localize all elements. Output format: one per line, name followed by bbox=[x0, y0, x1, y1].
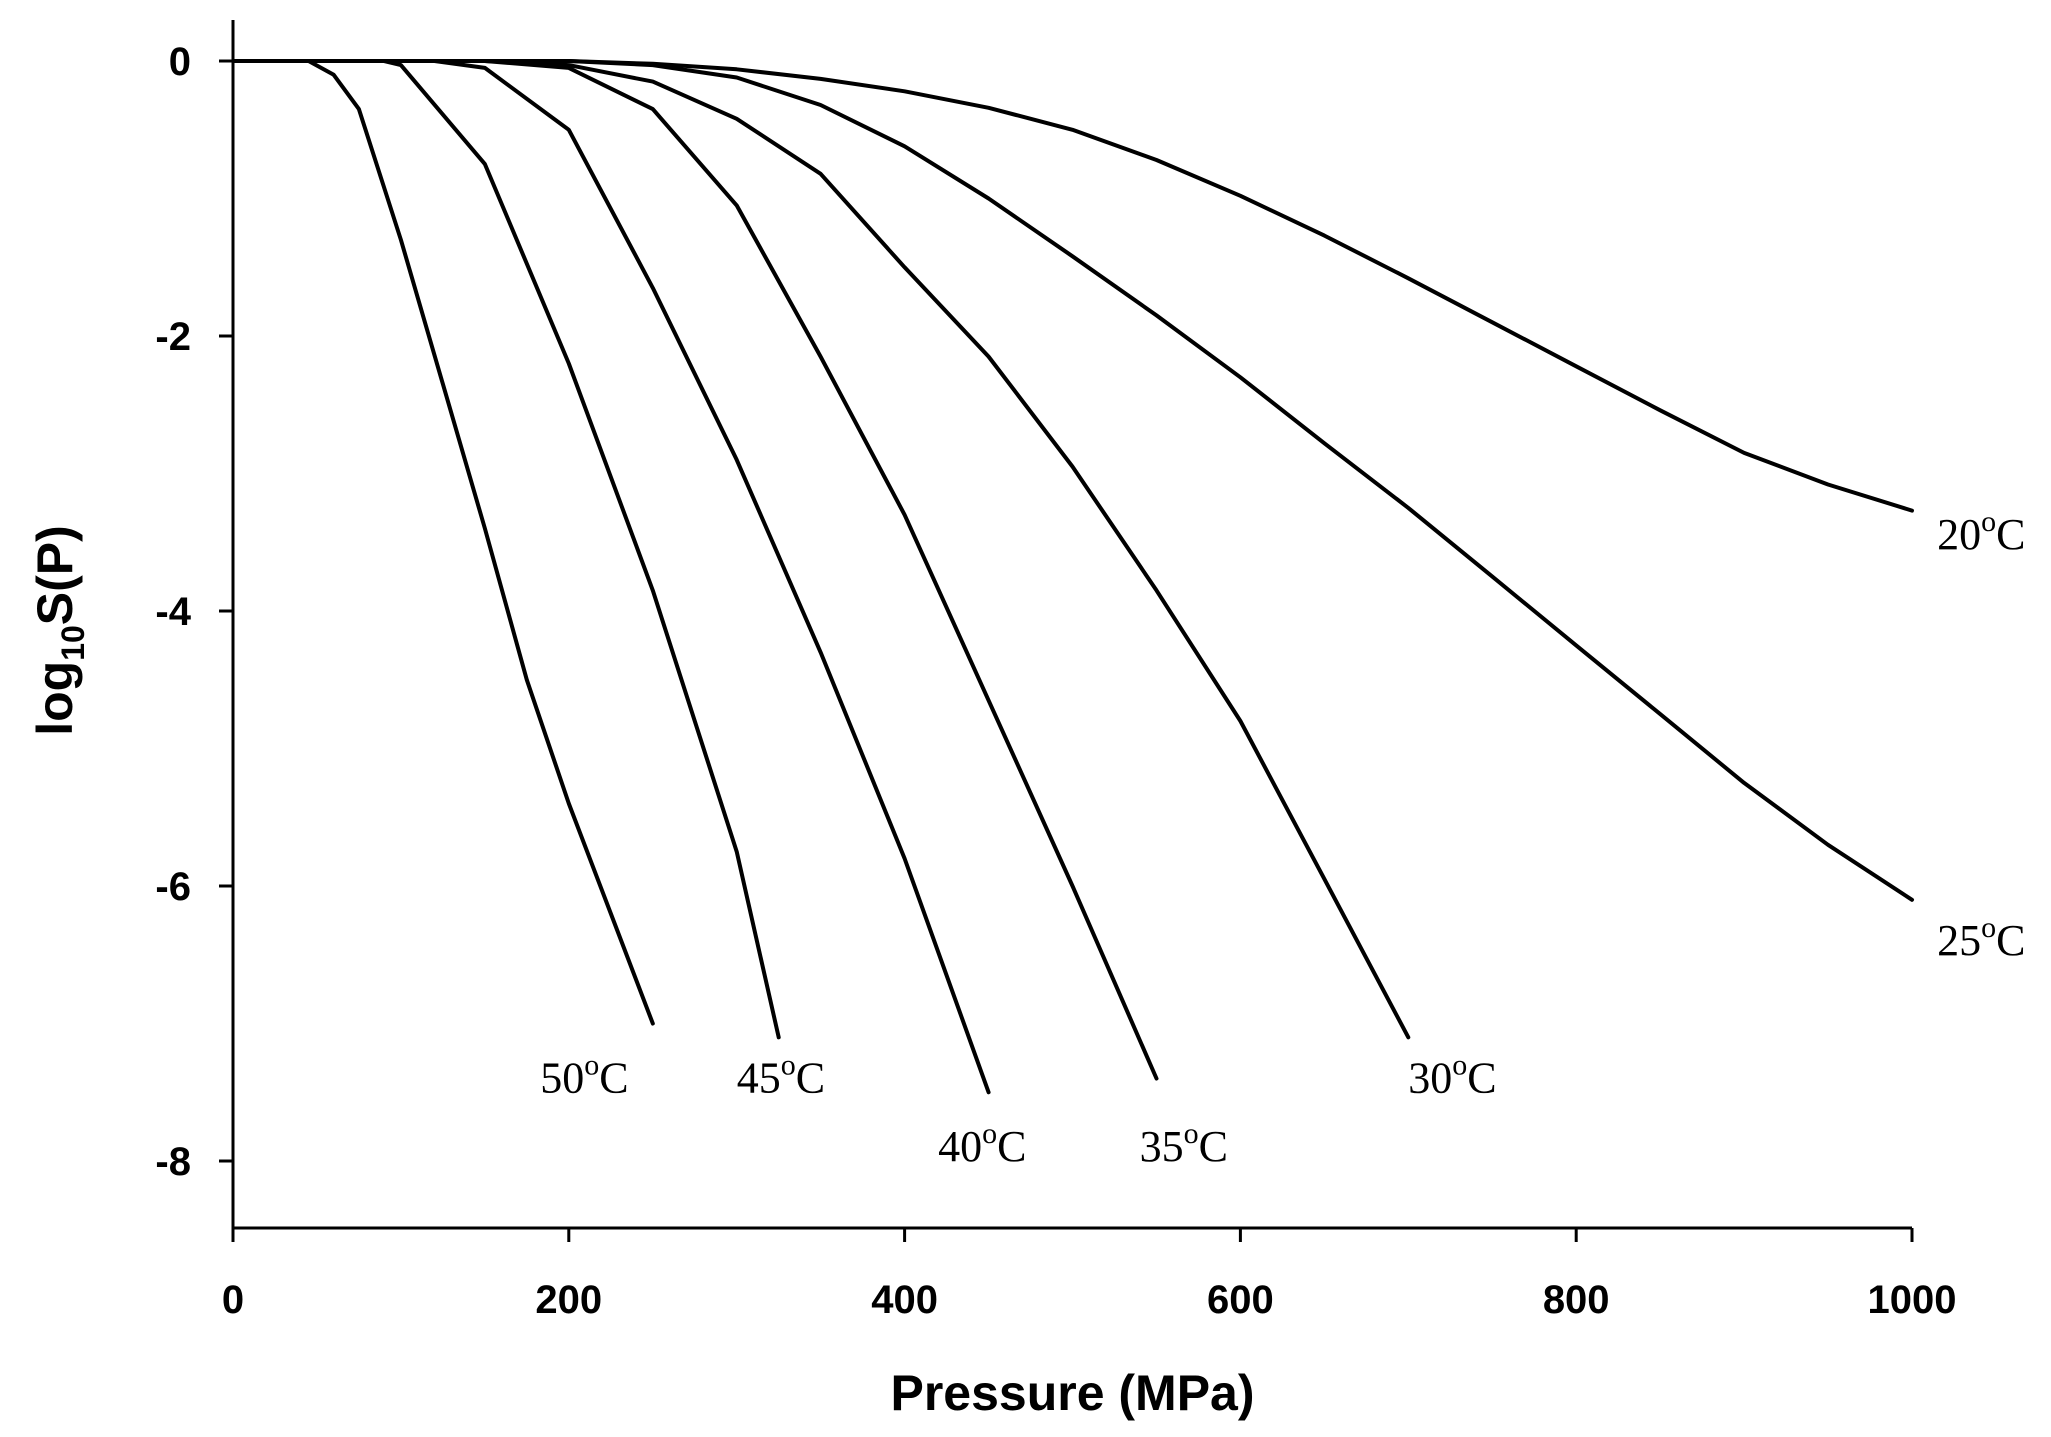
series-label-unit: C bbox=[1467, 1053, 1496, 1102]
series-label-value: 20 bbox=[1937, 510, 1981, 559]
series-label: 20oC bbox=[1937, 505, 2025, 559]
y-axis-title-rest: S(P) bbox=[27, 525, 83, 625]
series-label: 45oC bbox=[737, 1048, 825, 1102]
series-label-value: 40 bbox=[938, 1122, 982, 1171]
series-label-degree: o bbox=[1452, 1048, 1467, 1081]
series-label-unit: C bbox=[1996, 916, 2025, 965]
x-tick-label: 400 bbox=[871, 1278, 938, 1322]
series-label-value: 30 bbox=[1408, 1053, 1452, 1102]
y-tick-label: -8 bbox=[155, 1140, 191, 1184]
series-label-value: 50 bbox=[540, 1053, 584, 1102]
series-label-value: 45 bbox=[737, 1053, 781, 1102]
series-lines bbox=[231, 59, 1914, 1095]
y-tick-label: -2 bbox=[155, 315, 191, 359]
series-label-degree: o bbox=[982, 1117, 997, 1150]
x-tick-label: 600 bbox=[1207, 1278, 1274, 1322]
series-label-degree: o bbox=[1184, 1117, 1199, 1150]
series-line bbox=[231, 59, 1914, 513]
series-label-degree: o bbox=[1981, 911, 1996, 944]
axes bbox=[231, 20, 1912, 1230]
y-axis-title-subscript: 10 bbox=[55, 625, 91, 661]
x-tick-label: 0 bbox=[222, 1278, 244, 1322]
series-label-value: 35 bbox=[1140, 1122, 1184, 1171]
y-ticks: 0 -2 -4 -6 -8 bbox=[155, 40, 233, 1184]
x-tick-label: 1000 bbox=[1868, 1278, 1957, 1322]
series-label: 50oC bbox=[540, 1048, 628, 1102]
series-label-unit: C bbox=[1199, 1122, 1228, 1171]
series-line bbox=[231, 59, 1411, 1040]
series-label-degree: o bbox=[781, 1048, 796, 1081]
series-line bbox=[231, 59, 781, 1040]
series-label-unit: C bbox=[796, 1053, 825, 1102]
series-label-unit: C bbox=[1996, 510, 2025, 559]
series-label-value: 25 bbox=[1937, 916, 1981, 965]
series-label-degree: o bbox=[1981, 505, 1996, 538]
series-label: 25oC bbox=[1937, 911, 2025, 965]
y-tick-label: -4 bbox=[155, 590, 191, 634]
x-axis-title: Pressure (MPa) bbox=[890, 1365, 1254, 1421]
series-label-degree: o bbox=[584, 1048, 599, 1081]
series-label: 40oC bbox=[938, 1117, 1026, 1171]
series-label: 35oC bbox=[1140, 1117, 1228, 1171]
x-tick-label: 200 bbox=[535, 1278, 602, 1322]
series-line bbox=[231, 59, 991, 1095]
series-line bbox=[231, 59, 1914, 902]
x-tick-label: 800 bbox=[1543, 1278, 1610, 1322]
y-tick-label: 0 bbox=[169, 40, 191, 84]
y-axis-title: log10S(P) bbox=[27, 525, 91, 736]
x-ticks: 0 200 400 600 800 1000 bbox=[222, 1228, 1957, 1322]
series-label: 30oC bbox=[1408, 1048, 1496, 1102]
series-label-unit: C bbox=[599, 1053, 628, 1102]
series-label-unit: C bbox=[997, 1122, 1026, 1171]
series-line bbox=[231, 59, 655, 1026]
y-tick-label: -6 bbox=[155, 865, 191, 909]
series-line bbox=[231, 59, 1159, 1081]
y-axis-title-base: log bbox=[27, 661, 83, 736]
